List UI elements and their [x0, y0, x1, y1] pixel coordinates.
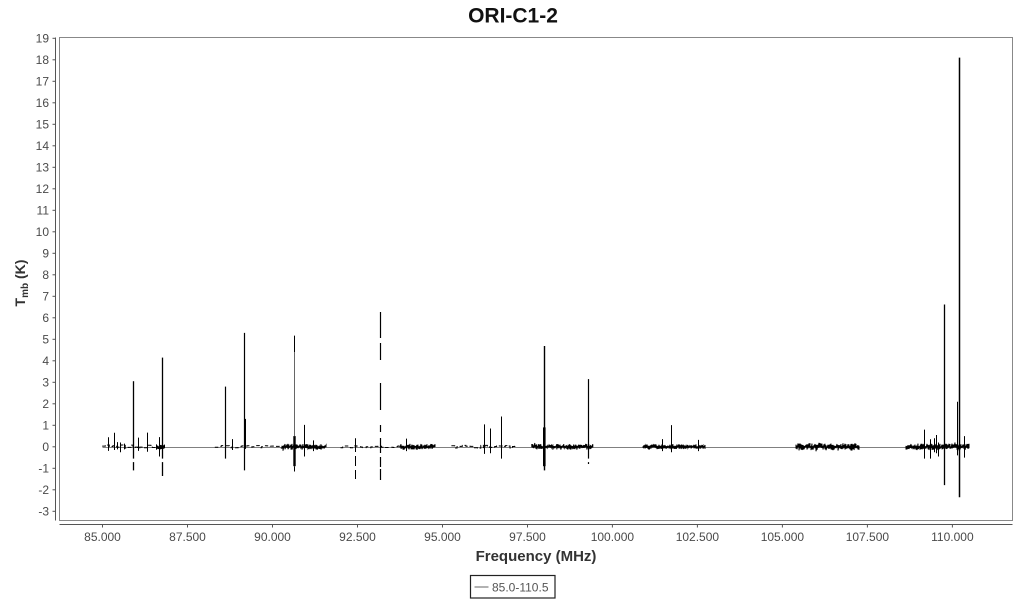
svg-text:102.500: 102.500 [676, 530, 720, 544]
svg-text:85.0-110.5: 85.0-110.5 [492, 581, 549, 595]
svg-text:90.000: 90.000 [254, 530, 291, 544]
svg-text:6: 6 [42, 311, 49, 325]
svg-text:4: 4 [42, 354, 49, 368]
svg-text:85.000: 85.000 [84, 530, 121, 544]
svg-text:87.500: 87.500 [169, 530, 206, 544]
svg-text:17: 17 [36, 74, 50, 88]
svg-text:Frequency (MHz): Frequency (MHz) [476, 548, 597, 565]
svg-text:-1: -1 [38, 461, 49, 475]
svg-text:105.000: 105.000 [761, 530, 805, 544]
svg-text:13: 13 [36, 160, 50, 174]
svg-text:95.000: 95.000 [424, 530, 461, 544]
svg-text:15: 15 [36, 117, 50, 131]
svg-text:2: 2 [42, 397, 49, 411]
svg-text:10: 10 [36, 225, 50, 239]
svg-text:16: 16 [36, 96, 50, 110]
svg-text:110.000: 110.000 [931, 530, 974, 544]
svg-text:0: 0 [42, 440, 49, 454]
svg-text:-2: -2 [38, 483, 49, 497]
svg-text:107.500: 107.500 [846, 530, 890, 544]
svg-text:100.000: 100.000 [591, 530, 635, 544]
svg-text:ORI-C1-2: ORI-C1-2 [468, 5, 558, 28]
svg-text:12: 12 [36, 182, 50, 196]
svg-text:92.500: 92.500 [339, 530, 376, 544]
svg-text:8: 8 [42, 268, 49, 282]
svg-text:97.500: 97.500 [509, 530, 546, 544]
svg-text:7: 7 [42, 289, 49, 303]
svg-text:11: 11 [37, 203, 50, 217]
svg-text:3: 3 [42, 375, 49, 389]
svg-text:1: 1 [42, 418, 49, 432]
svg-text:14: 14 [36, 139, 50, 153]
svg-text:9: 9 [42, 246, 49, 260]
svg-text:18: 18 [36, 53, 50, 67]
svg-text:-3: -3 [38, 504, 49, 518]
svg-text:19: 19 [36, 31, 50, 45]
svg-text:5: 5 [42, 332, 49, 346]
